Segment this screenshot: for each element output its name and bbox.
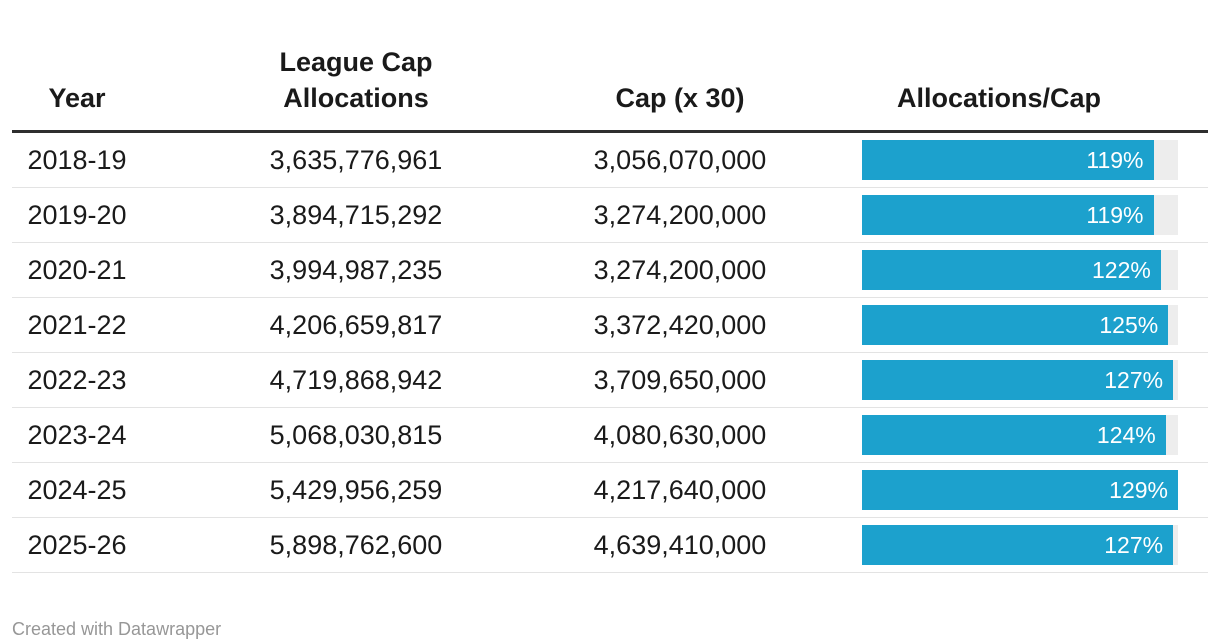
cap-cell: 4,080,630,000 xyxy=(593,419,767,450)
cap-cell: 3,274,200,000 xyxy=(593,199,767,230)
ratio-bar-cell: 129% xyxy=(790,470,1208,510)
ratio-bar-label: 122% xyxy=(1092,257,1151,283)
ratio-bar-cell: 119% xyxy=(790,195,1208,235)
allocations-cell: 3,894,715,292 xyxy=(269,199,443,230)
col-header-cap: Cap (x 30) xyxy=(615,83,745,113)
cap-cell: 3,056,070,000 xyxy=(593,144,767,175)
ratio-bar-track: 127% xyxy=(862,360,1178,400)
cap-cell: 3,274,200,000 xyxy=(593,254,767,285)
table-row: 2021-22 4,206,659,817 3,372,420,000 125% xyxy=(12,298,1208,353)
year-cell: 2025-26 xyxy=(27,529,127,560)
ratio-bar-fill: 127% xyxy=(862,360,1174,400)
year-cell: 2021-22 xyxy=(27,309,127,340)
table-row: 2023-24 5,068,030,815 4,080,630,000 124% xyxy=(12,408,1208,463)
ratio-bar-label: 125% xyxy=(1099,312,1159,338)
allocations-cell: 4,206,659,817 xyxy=(269,309,443,340)
allocations-cell: 3,994,987,235 xyxy=(269,254,443,285)
ratio-bar-cell: 125% xyxy=(790,305,1208,345)
col-header-allocations-text: League Cap Allocations xyxy=(279,47,433,113)
table-row: 2022-23 4,719,868,942 3,709,650,000 127% xyxy=(12,353,1208,408)
ratio-bar-label: 119% xyxy=(1086,147,1144,173)
datawrapper-credit-link[interactable]: Created with Datawrapper xyxy=(12,619,222,639)
allocations-cell: 3,635,776,961 xyxy=(269,144,443,175)
ratio-bar-fill: 125% xyxy=(862,305,1169,345)
cap-cell: 4,217,640,000 xyxy=(593,474,767,505)
table-row: 2019-20 3,894,715,292 3,274,200,000 119% xyxy=(12,188,1208,243)
allocations-cell: 5,429,956,259 xyxy=(269,474,443,505)
table-row: 2025-26 5,898,762,600 4,639,410,000 127% xyxy=(12,518,1208,573)
year-cell: 2020-21 xyxy=(27,254,127,285)
table-row: 2024-25 5,429,956,259 4,217,640,000 129% xyxy=(12,463,1208,518)
ratio-bar-label: 119% xyxy=(1086,202,1144,228)
cap-cell: 3,709,650,000 xyxy=(593,364,767,395)
ratio-bar-fill: 129% xyxy=(862,470,1178,510)
col-header-ratio: Allocations/Cap xyxy=(896,83,1102,113)
col-header-year: Year xyxy=(48,83,106,113)
ratio-bar-track: 127% xyxy=(862,525,1178,565)
year-cell: 2024-25 xyxy=(27,474,127,505)
cap-cell: 3,372,420,000 xyxy=(593,309,767,340)
allocations-cell: 5,898,762,600 xyxy=(269,529,443,560)
year-cell: 2023-24 xyxy=(27,419,127,450)
allocations-cell: 5,068,030,815 xyxy=(269,419,443,450)
header-row: Year League Cap Allocations Cap (x 30) A… xyxy=(12,0,1208,133)
ratio-bar-label: 124% xyxy=(1096,422,1156,448)
ratio-bar-track: 125% xyxy=(862,305,1178,345)
ratio-bar-cell: 124% xyxy=(790,415,1208,455)
ratio-bar-fill: 119% xyxy=(862,140,1154,180)
ratio-bar-cell: 127% xyxy=(790,525,1208,565)
ratio-bar-cell: 122% xyxy=(790,250,1208,290)
cap-cell: 4,639,410,000 xyxy=(593,529,767,560)
table-row: 2020-21 3,994,987,235 3,274,200,000 122% xyxy=(12,243,1208,298)
year-cell: 2019-20 xyxy=(27,199,127,230)
ratio-bar-track: 119% xyxy=(862,140,1178,180)
ratio-bar-label: 127% xyxy=(1104,532,1164,558)
allocations-cell: 4,719,868,942 xyxy=(269,364,443,395)
ratio-bar-fill: 122% xyxy=(862,250,1161,290)
col-header-allocations: League Cap Allocations xyxy=(142,44,570,116)
ratio-bar-fill: 119% xyxy=(862,195,1154,235)
ratio-bar-track: 129% xyxy=(862,470,1178,510)
year-cell: 2018-19 xyxy=(27,144,127,175)
table-row: 2018-19 3,635,776,961 3,056,070,000 119% xyxy=(12,133,1208,188)
ratio-bar-track: 124% xyxy=(862,415,1178,455)
ratio-bar-label: 127% xyxy=(1104,367,1164,393)
ratio-bar-fill: 124% xyxy=(862,415,1166,455)
ratio-bar-cell: 127% xyxy=(790,360,1208,400)
year-cell: 2022-23 xyxy=(27,364,127,395)
ratio-bar-fill: 127% xyxy=(862,525,1174,565)
ratio-bar-track: 122% xyxy=(862,250,1178,290)
ratio-bar-track: 119% xyxy=(862,195,1178,235)
ratio-bar-cell: 119% xyxy=(790,140,1208,180)
ratio-bar-label: 129% xyxy=(1109,477,1168,503)
